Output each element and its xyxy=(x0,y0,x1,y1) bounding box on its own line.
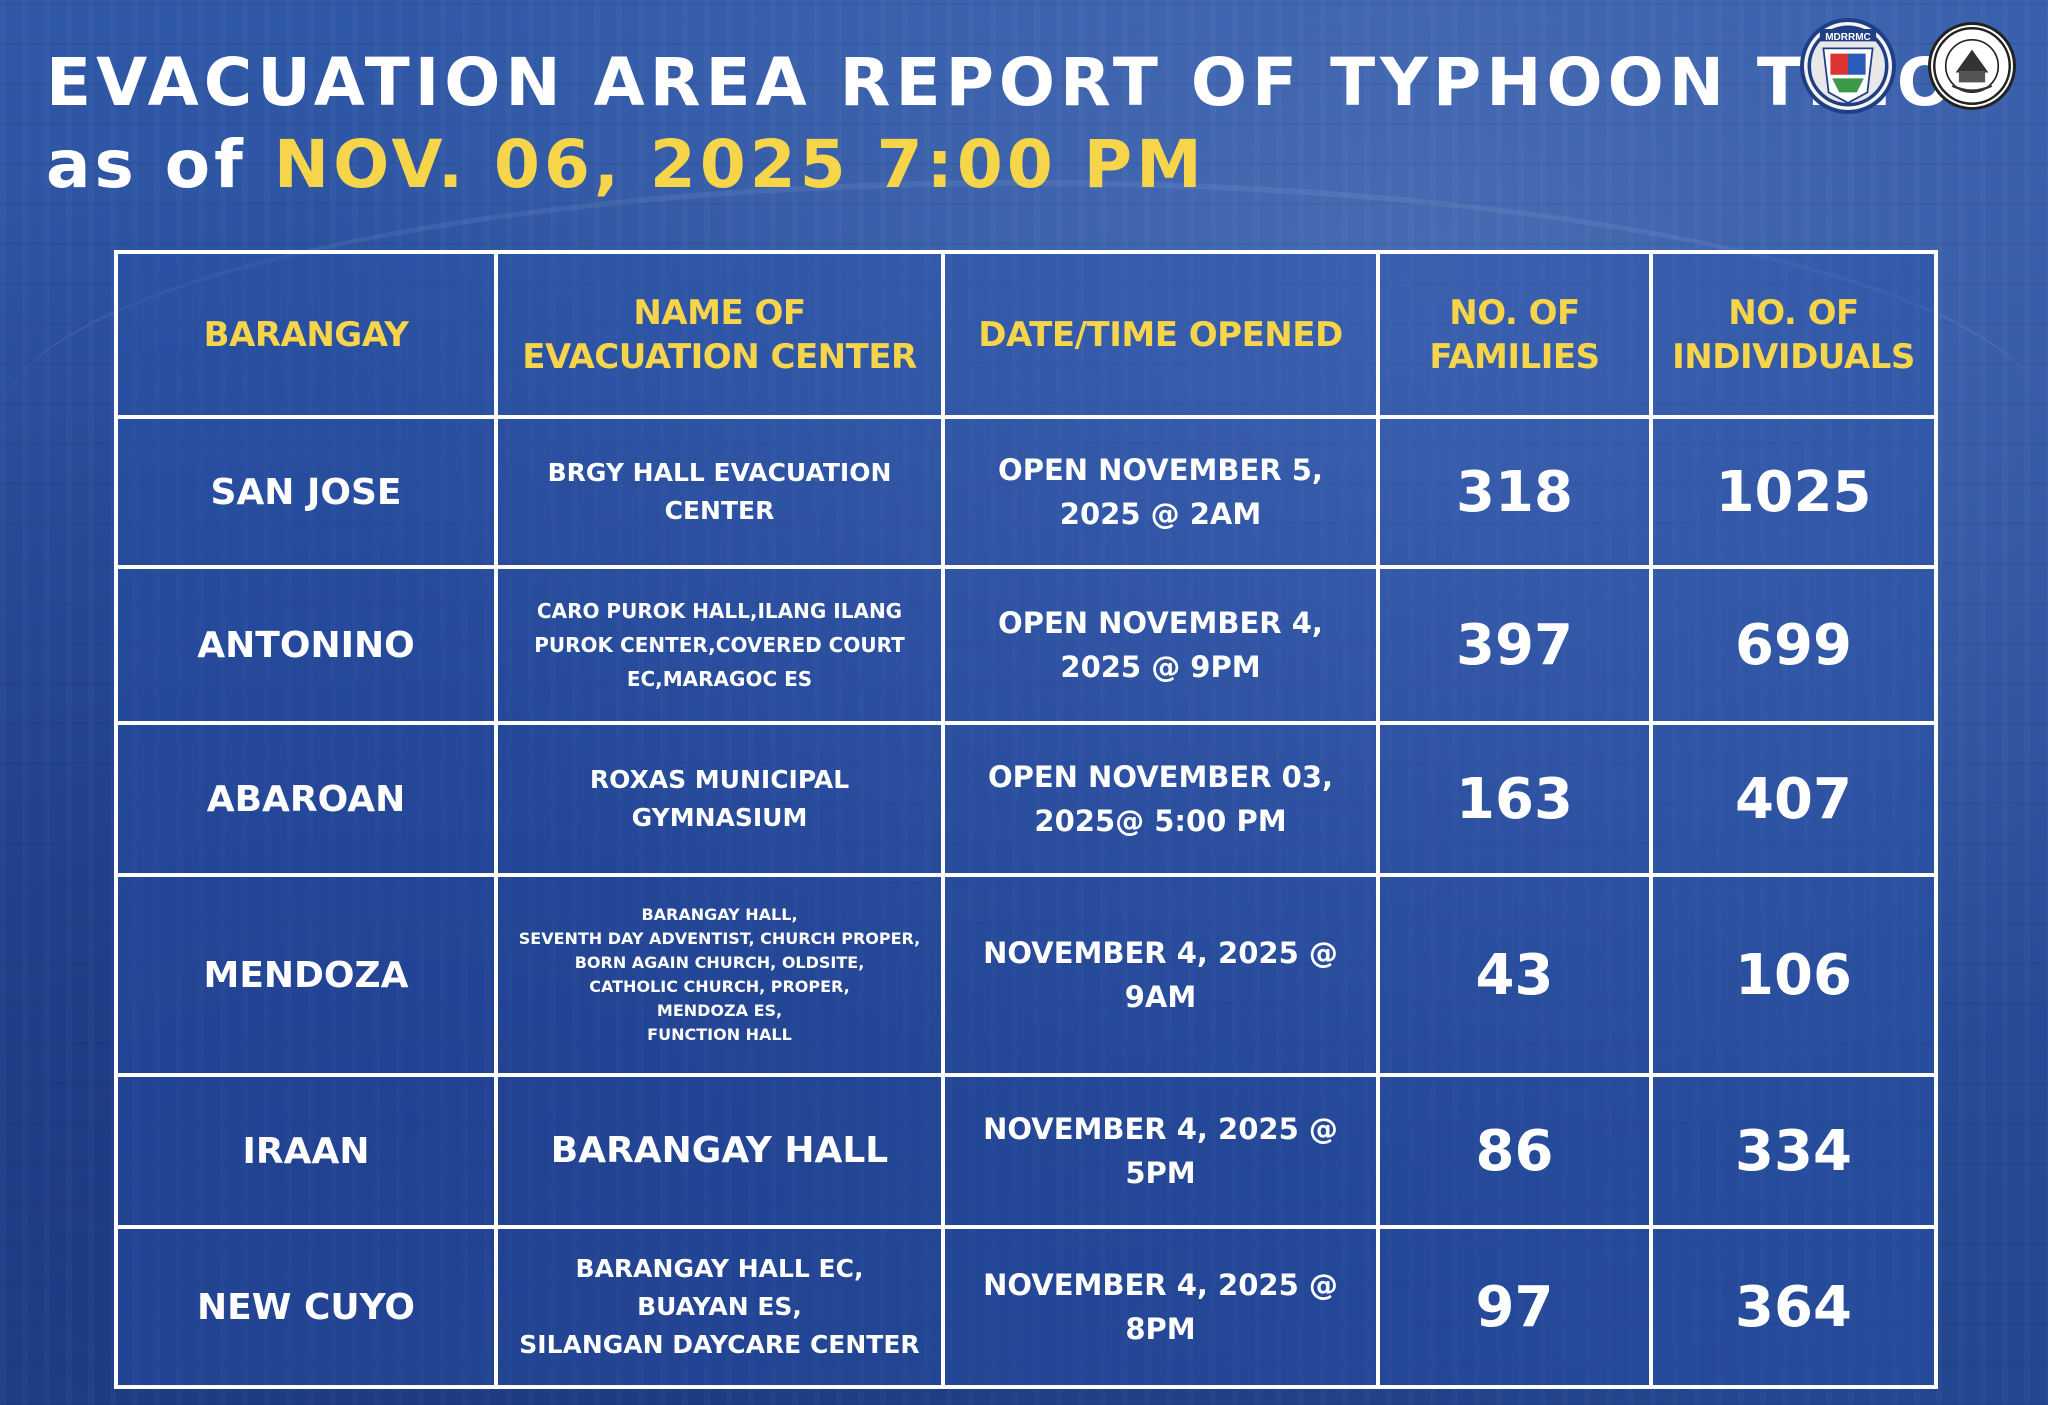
families-count-cell: 43 xyxy=(1376,873,1653,1077)
barangay-cell: NEW CUYO xyxy=(114,1225,498,1389)
families-count-cell: 97 xyxy=(1376,1225,1653,1389)
header-evacuation-center: NAME OF EVACUATION CENTER xyxy=(494,250,945,419)
header-no-of-individuals: NO. OF INDIVIDUALS xyxy=(1649,250,1938,419)
individuals-count-cell: 1025 xyxy=(1649,415,1938,569)
evacuation-center-cell: BARANGAY HALL, SEVENTH DAY ADVENTIST, CH… xyxy=(494,873,945,1077)
table-row: IRAAN BARANGAY HALL NOVEMBER 4, 2025 @ 5… xyxy=(114,1073,1938,1229)
evacuation-center-cell: BARANGAY HALL EC, BUAYAN ES, SILANGAN DA… xyxy=(494,1225,945,1389)
families-count-cell: 86 xyxy=(1376,1073,1653,1229)
individuals-count-cell: 364 xyxy=(1649,1225,1938,1389)
evacuation-center-cell: CARO PUROK HALL,ILANG ILANG PUROK CENTER… xyxy=(494,565,945,725)
barangay-cell: MENDOZA xyxy=(114,873,498,1077)
mdrrmc-seal-icon xyxy=(1807,25,1889,107)
municipal-seal-icon xyxy=(1933,27,2011,105)
header-date-time-opened: DATE/TIME OPENED xyxy=(941,250,1380,419)
individuals-count-cell: 407 xyxy=(1649,721,1938,877)
families-count-cell: 163 xyxy=(1376,721,1653,877)
barangay-cell: ABAROAN xyxy=(114,721,498,877)
date-opened-cell: OPEN NOVEMBER 5, 2025 @ 2AM xyxy=(941,415,1380,569)
as-of-date: NOV. 06, 2025 7:00 PM xyxy=(273,126,1206,203)
header-barangay: BARANGAY xyxy=(114,250,498,419)
municipality-seal-logo xyxy=(1928,22,2016,110)
date-opened-cell: NOVEMBER 4, 2025 @ 8PM xyxy=(941,1225,1380,1389)
table-row: MENDOZA BARANGAY HALL, SEVENTH DAY ADVEN… xyxy=(114,873,1938,1077)
report-subtitle: as of NOV. 06, 2025 7:00 PM xyxy=(46,126,1206,203)
families-count-cell: 318 xyxy=(1376,415,1653,569)
report-title: EVACUATION AREA REPORT OF TYPHOON TINO xyxy=(46,44,1958,121)
as-of-prefix: as of xyxy=(46,126,274,203)
evacuation-center-cell: BRGY HALL EVACUATION CENTER xyxy=(494,415,945,569)
mdrrmc-logo: MDRRMC xyxy=(1800,18,1896,114)
table-row: ABAROAN ROXAS MUNICIPAL GYMNASIUM OPEN N… xyxy=(114,721,1938,877)
individuals-count-cell: 334 xyxy=(1649,1073,1938,1229)
date-opened-cell: NOVEMBER 4, 2025 @ 5PM xyxy=(941,1073,1380,1229)
barangay-cell: SAN JOSE xyxy=(114,415,498,569)
table-row: ANTONINO CARO PUROK HALL,ILANG ILANG PUR… xyxy=(114,565,1938,725)
evacuation-report-table: BARANGAY NAME OF EVACUATION CENTER DATE/… xyxy=(114,250,1938,1389)
date-opened-cell: OPEN NOVEMBER 03, 2025@ 5:00 PM xyxy=(941,721,1380,877)
families-count-cell: 397 xyxy=(1376,565,1653,725)
barangay-cell: ANTONINO xyxy=(114,565,498,725)
date-opened-cell: OPEN NOVEMBER 4, 2025 @ 9PM xyxy=(941,565,1380,725)
mdrrmc-logo-text: MDRRMC xyxy=(1825,32,1871,43)
barangay-cell: IRAAN xyxy=(114,1073,498,1229)
individuals-count-cell: 699 xyxy=(1649,565,1938,725)
table-row: NEW CUYO BARANGAY HALL EC, BUAYAN ES, SI… xyxy=(114,1225,1938,1389)
header-no-of-families: NO. OF FAMILIES xyxy=(1376,250,1653,419)
date-opened-cell: NOVEMBER 4, 2025 @ 9AM xyxy=(941,873,1380,1077)
evacuation-center-cell: BARANGAY HALL xyxy=(494,1073,945,1229)
table-header-row: BARANGAY NAME OF EVACUATION CENTER DATE/… xyxy=(114,250,1938,419)
evacuation-center-cell: ROXAS MUNICIPAL GYMNASIUM xyxy=(494,721,945,877)
individuals-count-cell: 106 xyxy=(1649,873,1938,1077)
table-row: SAN JOSE BRGY HALL EVACUATION CENTER OPE… xyxy=(114,415,1938,569)
